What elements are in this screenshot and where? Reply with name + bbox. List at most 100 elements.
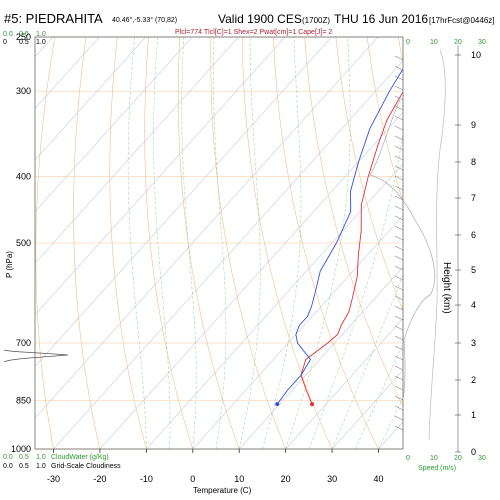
wind-barb: [394, 205, 404, 211]
wind-barb: [394, 385, 404, 391]
wind-barb: [394, 85, 404, 91]
wind-barb: [394, 215, 404, 221]
pressure-tick-label: 400: [16, 172, 31, 182]
wind-barb: [394, 315, 404, 321]
height-tick-label: 9: [471, 120, 476, 130]
wind-barb: [394, 245, 404, 251]
wind-barb: [394, 405, 404, 411]
speed-top-label-3: 30: [478, 39, 486, 46]
dry-adiabat-line: [109, 37, 147, 449]
wind-barb: [394, 355, 404, 361]
wind-barb: [394, 285, 404, 291]
x-tick-label: -30: [47, 474, 60, 484]
wind-barb: [394, 395, 404, 401]
moist-adiabat-line: [331, 273, 403, 449]
wind-barb: [394, 335, 404, 341]
height-tick-label: 0: [471, 447, 476, 457]
dewpoint-line: [276, 67, 403, 405]
wind-barb: [394, 165, 404, 171]
wind-barb: [394, 305, 404, 311]
wind-barb: [394, 195, 404, 201]
speed-axis-label: Speed (m/s): [418, 465, 456, 472]
speed-top-label-0: 0: [406, 39, 410, 46]
x-tick-label: 30: [327, 474, 337, 484]
height-axis-label: Height (km): [441, 262, 452, 314]
isotherm-line: [239, 266, 403, 449]
stability-indices: Plcl=774 Tlcl[C]=1 Shex=2 Pwat[cm]=1 Cap…: [175, 29, 332, 36]
speed-bottom-label-3: 30: [478, 455, 486, 462]
moist-adiabat-line: [127, 37, 147, 449]
speed-top-label-2: 20: [454, 39, 462, 46]
pressure-tick-label: 300: [16, 86, 31, 96]
height-tick-label: 4: [471, 300, 476, 310]
wind-barb: [394, 375, 404, 381]
speed-bottom-label-0: 0: [406, 455, 410, 462]
speed-top-label-1: 10: [430, 39, 438, 46]
wind-barb: [394, 415, 404, 421]
moist-adiabat-line: [308, 131, 403, 449]
dry-adiabat-line: [178, 37, 240, 449]
wind-barb: [394, 115, 404, 121]
x-tick-label: 0: [190, 474, 195, 484]
height-tick-label: 6: [471, 230, 476, 240]
dry-adiabat-line: [241, 37, 333, 449]
moist-adiabat-line: [153, 37, 171, 449]
wind-barb: [394, 275, 404, 281]
moist-adiabat-line: [285, 37, 351, 449]
wind-panel: [369, 37, 446, 449]
wind-barb: [394, 345, 404, 351]
cloud-top-label2-2: 1.0: [36, 39, 46, 46]
height-tick-label: 2: [471, 375, 476, 385]
x-tick-label: 40: [373, 474, 383, 484]
cloudwater-label: CloudWater (g/Kg): [51, 454, 109, 461]
height-tick-label: 3: [471, 338, 476, 348]
dry-adiabat-line: [73, 37, 101, 449]
profile-series: [275, 67, 403, 407]
wind-barb: [394, 105, 404, 111]
dry-adiabat-line: [335, 37, 403, 312]
dry-adiabat-line: [273, 37, 379, 449]
x-tick-label: 10: [234, 474, 244, 484]
isotherm-line: [35, 37, 100, 109]
wind-barb: [394, 425, 404, 431]
height-tick-label: 7: [471, 193, 476, 203]
height-tick-label: 8: [471, 157, 476, 167]
wind-barb: [394, 75, 404, 81]
cloudiness-label: Grid-Scale Cloudiness: [51, 463, 121, 470]
wind-barb: [394, 295, 404, 301]
temperature-line: [300, 90, 403, 405]
wind-barb: [394, 135, 404, 141]
moist-adiabat-line: [238, 37, 261, 449]
x-tick-label: -10: [140, 474, 153, 484]
wind-barb: [394, 235, 404, 241]
cloud-bottom-label-0: 0.0: [3, 454, 13, 461]
wind-barb: [394, 155, 404, 161]
pressure-tick-label: 500: [16, 238, 31, 248]
utc-time: (1700Z): [302, 16, 330, 25]
wind-barb: [394, 55, 404, 61]
cloudiness-profile: [3, 349, 69, 363]
forecast-hour: [17hrFcst@0446z]: [429, 16, 494, 25]
cloud-top-label-1: 0.5: [19, 31, 29, 38]
cloud-top-label2-0: 0: [3, 39, 7, 46]
isotherm-line: [35, 37, 146, 161]
cloud-top-label2-1: 0.5: [19, 39, 29, 46]
dry-adiabat-line: [210, 37, 286, 449]
pressure-grid: 1000 850 700 500 400 300 250: [11, 32, 403, 454]
height-tick-label: 1: [471, 410, 476, 420]
cloud-bottom-label2-1: 0.5: [19, 463, 29, 470]
dry-adiabat-line: [304, 37, 403, 407]
wind-barb: [394, 95, 404, 101]
wind-barb: [394, 145, 404, 151]
wind-barb: [394, 125, 404, 131]
isotherm-line: [331, 369, 403, 449]
station-coords: 40.46°,-5.33° (70,82): [112, 16, 177, 24]
moist-adiabat-line: [262, 37, 302, 449]
cloud-panel: [3, 37, 69, 449]
cloud-bottom-label2-0: 0.0: [3, 463, 13, 470]
x-axis-label: Temperature (C): [193, 486, 252, 495]
pressure-tick-label: 700: [16, 338, 31, 348]
wind-barb: [394, 225, 404, 231]
height-tick-label: 5: [471, 265, 476, 275]
